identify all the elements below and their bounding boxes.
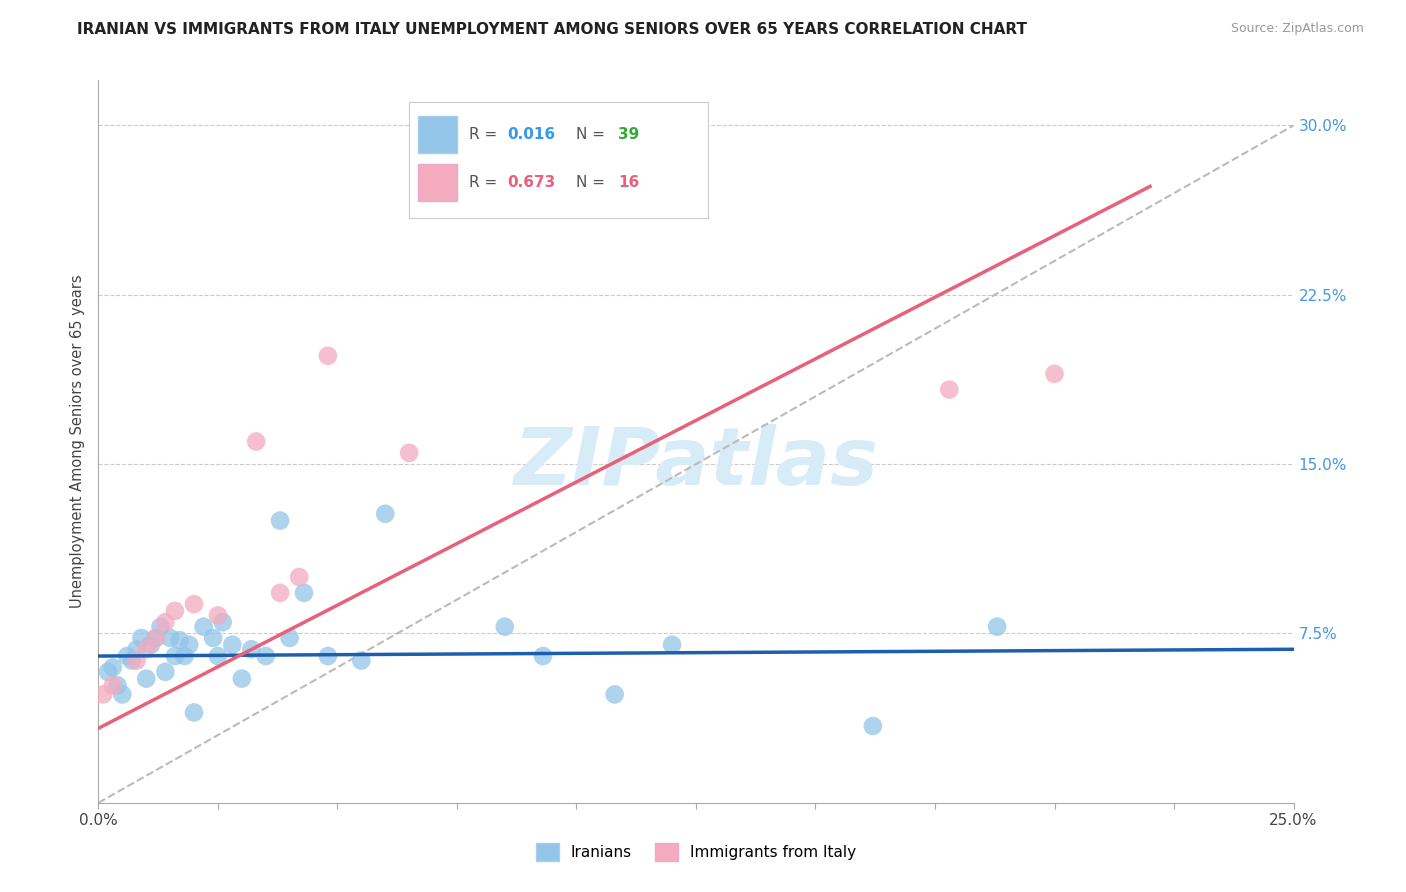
Point [398,446,420,460]
Y-axis label: Unemployment Among Seniors over 65 years: Unemployment Among Seniors over 65 years [69,275,84,608]
Point [193,620,215,634]
Point [494,620,516,634]
Point [254,648,277,663]
Point [107,678,129,692]
Point [207,648,229,663]
Point [101,660,124,674]
Point [125,642,148,657]
Point [155,665,177,679]
Point [183,706,205,720]
Point [163,604,186,618]
Text: ZIPatlas: ZIPatlas [513,425,879,502]
Point [211,615,233,630]
Point [163,648,186,663]
Point [202,631,225,645]
Point [269,514,291,528]
Point [169,633,191,648]
Point [173,648,195,663]
Point [179,638,201,652]
Point [125,654,148,668]
Point [111,687,134,701]
Legend: Iranians, Immigrants from Italy: Iranians, Immigrants from Italy [530,837,862,867]
Point [121,654,143,668]
Point [131,631,153,645]
Point [603,687,626,701]
Point [135,642,157,657]
Point [269,586,291,600]
Point [374,507,396,521]
Point [91,687,114,701]
Point [292,586,315,600]
Point [115,648,138,663]
Point [316,648,339,663]
Point [145,631,167,645]
Point [221,638,243,652]
Point [1043,367,1066,381]
Point [862,719,884,733]
Text: IRANIAN VS IMMIGRANTS FROM ITALY UNEMPLOYMENT AMONG SENIORS OVER 65 YEARS CORREL: IRANIAN VS IMMIGRANTS FROM ITALY UNEMPLO… [77,22,1028,37]
Point [149,620,172,634]
Point [531,648,554,663]
Point [101,678,124,692]
Point [145,631,167,645]
Point [938,383,960,397]
Point [207,608,229,623]
Point [97,665,120,679]
Point [139,638,162,652]
Point [986,620,1008,634]
Point [155,615,177,630]
Point [135,672,157,686]
Text: Source: ZipAtlas.com: Source: ZipAtlas.com [1230,22,1364,36]
Point [183,597,205,611]
Point [159,631,181,645]
Point [245,434,267,449]
Point [240,642,263,657]
Point [288,570,311,584]
Point [661,638,683,652]
Point [278,631,301,645]
Point [316,349,339,363]
Point [350,654,373,668]
Point [231,672,253,686]
